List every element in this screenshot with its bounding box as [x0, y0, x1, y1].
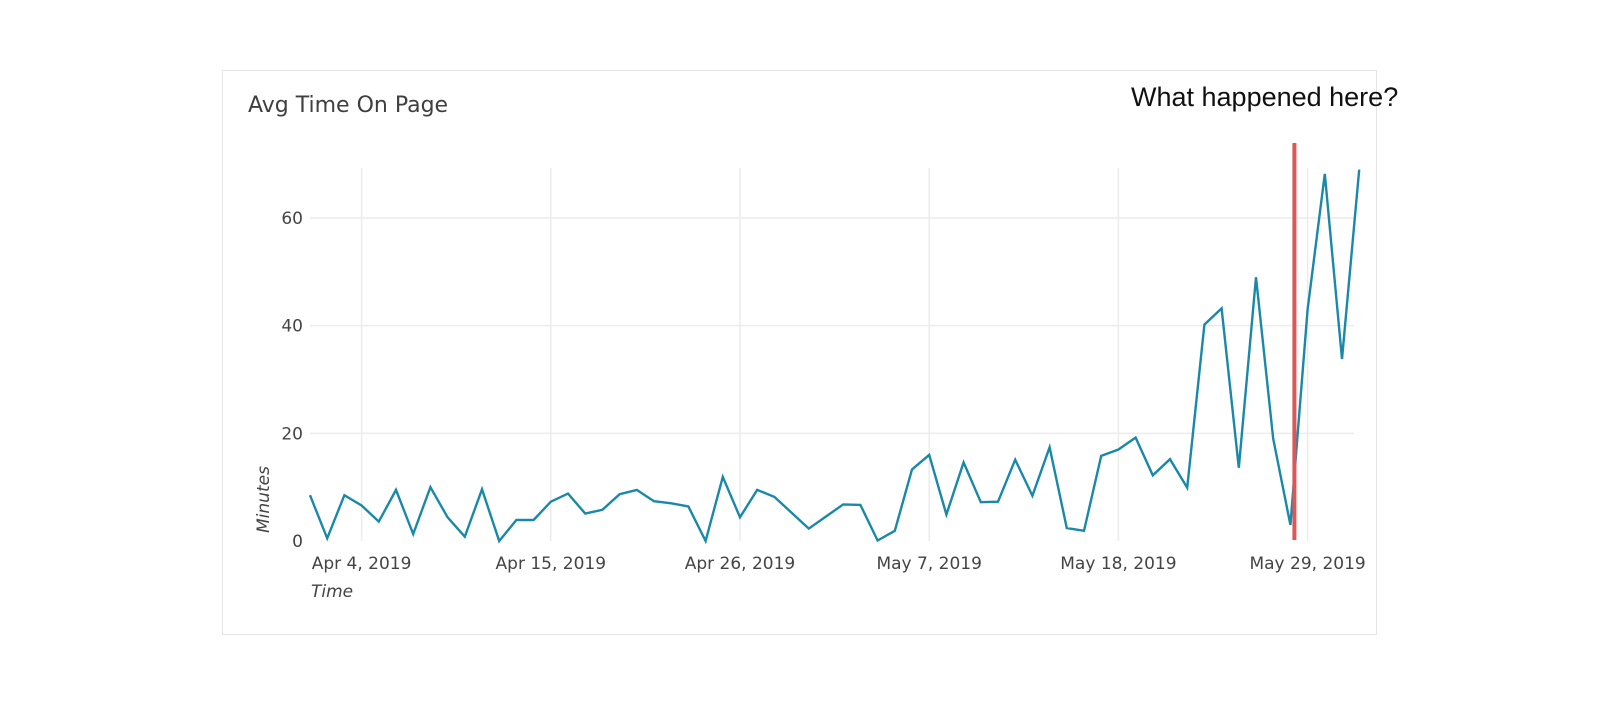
y-axis-ticks: 0 20 40 60: [281, 209, 303, 552]
x-tick-label: May 7, 2019: [876, 554, 981, 574]
chart-card: Avg Time On Page: [222, 70, 1377, 635]
x-tick-label: Apr 4, 2019: [312, 554, 412, 574]
y-axis-title: Minutes: [254, 466, 274, 533]
x-tick-label: Apr 26, 2019: [685, 554, 796, 574]
x-tick-label: May 29, 2019: [1249, 554, 1365, 574]
y-tick-label: 20: [281, 424, 303, 444]
annotation-text: What happened here?: [1131, 82, 1399, 112]
y-tick-label: 40: [281, 317, 303, 337]
y-tick-label: 60: [281, 209, 303, 229]
x-axis-title: Time: [311, 582, 353, 602]
x-axis-ticks: Apr 4, 2019 Apr 15, 2019 Apr 26, 2019 May 7…: [312, 554, 1366, 574]
chart-title: Avg Time On Page: [248, 93, 449, 118]
y-tick-label: 0: [292, 532, 303, 552]
grid: [310, 168, 1354, 541]
x-tick-label: Apr 15, 2019: [496, 554, 607, 574]
x-tick-label: May 18, 2019: [1060, 554, 1176, 574]
series-line: [308, 169, 1361, 545]
